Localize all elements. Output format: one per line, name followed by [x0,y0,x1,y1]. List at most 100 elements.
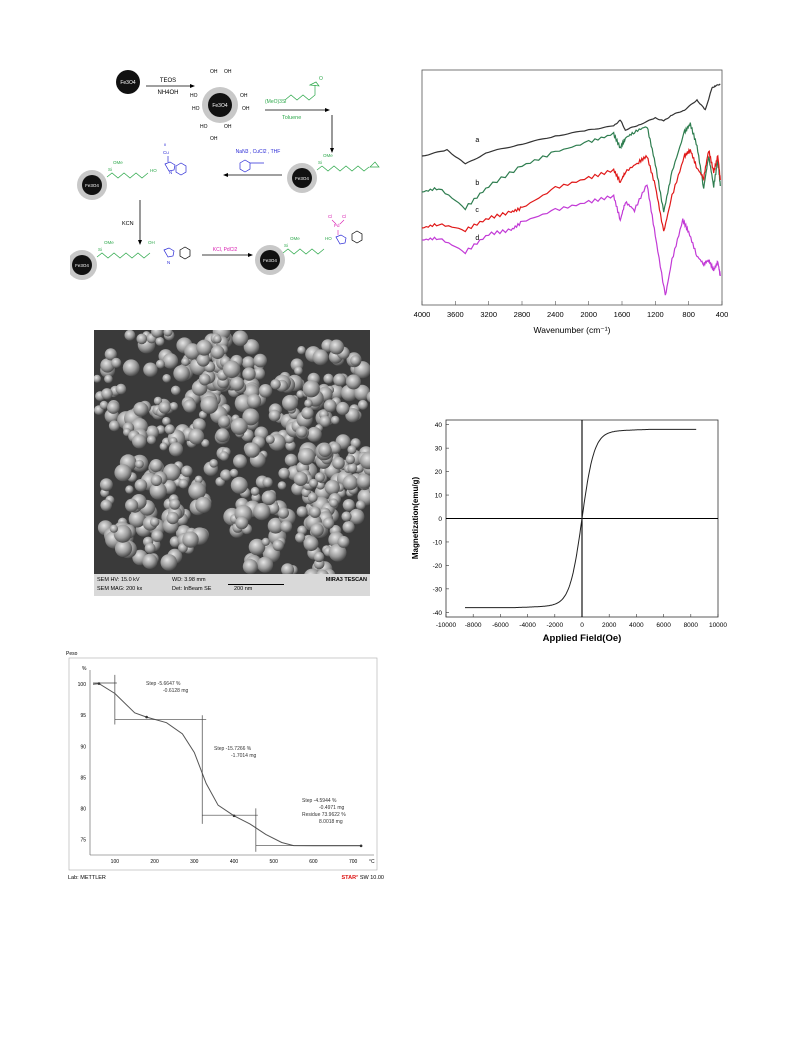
reagent-kcn: KCN [122,221,134,227]
sem-grain [115,383,127,395]
ftir-x-tick-label: 400 [716,310,729,319]
sem-grain [170,385,181,396]
vsm-x-tick-label: 10000 [709,622,727,629]
ftir-series-label-d: d [475,235,479,242]
sem-grain [164,424,175,435]
tga-marker [97,682,101,685]
svg-text:O: O [319,76,323,82]
vsm-x-tick-label: 6000 [656,622,671,629]
sem-grain [104,374,113,384]
sem-grain [213,335,222,344]
fe3o4-hydroxylated: Fe3O4 OH OH HO OH HO OH HO OH OH [190,69,250,142]
sem-grain [168,442,184,457]
sem-grain [183,399,197,413]
svg-text:OMe: OMe [104,240,114,245]
vsm-y-label: Magnetization(emu/g) [411,477,420,560]
vsm-y-tick-label: -20 [433,563,443,570]
sem-grain [150,474,163,486]
svg-text:OMe: OMe [113,160,123,165]
sem-grain [173,365,190,382]
sem-grain [280,520,293,533]
sem-grain [277,507,289,519]
vsm-y-tick-label: 30 [435,446,443,453]
sem-image [94,330,370,595]
reagent-toluene: Toluene [282,115,301,121]
sem-grain [282,394,298,411]
vsm-x-tick-label: -4000 [519,622,536,629]
vsm-x-tick-label: -8000 [465,622,482,629]
sem-grain [244,442,260,458]
ftir-x-tick-label: 3600 [447,310,464,319]
svg-text:HO: HO [150,168,157,173]
sem-grain [329,498,339,508]
tga-step2: Step -15.7266 % [214,746,252,752]
svg-text:HO: HO [192,106,200,112]
sem-grain [324,479,340,496]
sem-grain [111,357,122,368]
sem-grain [218,415,231,428]
sem-grain [258,384,273,398]
fe3o4-pd-complex: Fe3O4 Si OMe HO Cl Cl Pd [255,214,363,275]
vsm-x-tick-label: -6000 [492,622,509,629]
sem-grain [293,471,308,486]
sem-grain [301,406,314,420]
sem-grain [162,416,171,426]
ftir-x-tick-label: 3200 [480,310,497,319]
sem-grain [295,532,306,543]
sem-grain [265,435,275,444]
tga-x-tick-label: 600 [309,859,318,865]
synthesis-scheme: Fe3O4 TEOS NH4OH Fe3O4 OH OH HO OH HO OH… [67,60,395,300]
fe3o4-triazole-cu: Fe3O4 Si OMe HO II Cu N [77,142,187,200]
sem-micrograph: SEM HV: 15.0 kV SEM MAG: 200 kx WD: 3.98… [94,330,370,596]
sem-grain [159,442,168,451]
sem-grain [333,373,346,387]
sem-grain [142,553,158,569]
vsm-y-tick-label: -10 [433,539,443,546]
reagent-teos: TEOS [160,78,176,84]
sem-grain [155,336,165,346]
sem-grain [145,425,159,439]
tga-x-unit: °C [369,859,375,865]
sem-grain [368,486,370,494]
ftir-x-tick-label: 1200 [647,310,664,319]
fe3o4-core-1: Fe3O4 [116,70,140,94]
svg-text:OMe: OMe [323,153,333,158]
sem-grain [347,463,358,474]
sem-grain [99,478,113,492]
tga-curve [92,683,362,847]
ftir-x-label: Wavenumber (cm⁻¹) [534,325,611,335]
sem-grain [151,330,164,338]
sem-grain [329,339,344,355]
reagent-kcl-pdcl2: KCl, PdCl2 [213,247,238,253]
sem-grain [196,353,210,367]
sem-grain [230,476,248,494]
sem-grain [261,490,277,506]
sem-grain [241,356,255,370]
sem-grain [230,376,245,391]
ftir-series-d [422,184,721,296]
sem-grain [144,542,156,554]
sem-grain [122,359,140,377]
sem-grain [281,563,295,577]
ftir-series-label-b: b [475,180,479,187]
sem-grain [178,478,189,489]
sem-grain [337,535,350,548]
sem-wd: WD: 3.98 mm [172,577,206,583]
sem-grain [242,367,256,381]
sem-grain [153,396,163,406]
tga-step3: Step -4.5944 % [302,798,337,804]
svg-text:OH: OH [242,106,250,112]
vsm-y-tick-label: 10 [435,493,443,500]
ftir-x-tick-label: 4000 [414,310,431,319]
ftir-chart: 4000 3600 3200 2800 2400 2000 1600 1200 800 400 a… [400,60,735,340]
sem-grain [252,367,266,380]
sem-grain [345,408,360,423]
ftir-series-a [421,83,721,165]
sem-grain [307,492,318,503]
sem-grain [133,402,148,417]
sem-grain [314,472,325,483]
sem-grain [125,485,134,494]
sem-grain [272,539,284,551]
sem-grain [220,469,232,481]
tga-corner-label: Peso [66,651,78,657]
